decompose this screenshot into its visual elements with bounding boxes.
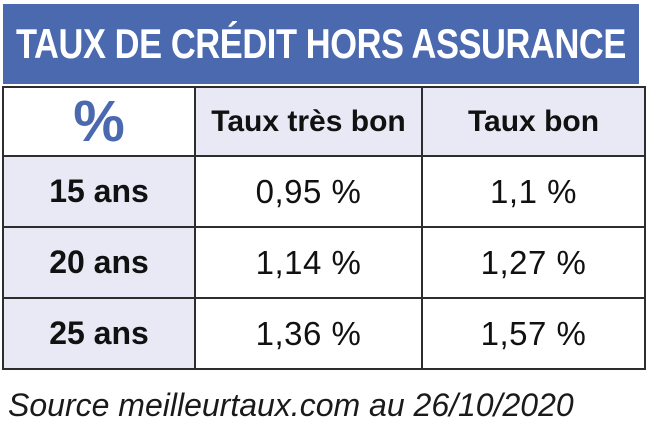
value-25-tres-bon: 1,36 %: [194, 297, 423, 370]
header-percent-cell: %: [2, 86, 196, 157]
percent-icon: %: [73, 88, 125, 154]
source-caption: Source meilleurtaux.com au 26/10/2020: [8, 387, 574, 423]
table-row: 25 ans 1,36 % 1,57 %: [2, 297, 646, 370]
table-header-row: % Taux très bon Taux bon: [2, 86, 646, 157]
rates-table: % Taux très bon Taux bon 15 ans 0,95 % 1…: [2, 86, 646, 370]
value-15-bon: 1,1 %: [421, 155, 646, 228]
row-label-15-ans: 15 ans: [2, 155, 196, 228]
value-15-tres-bon: 0,95 %: [194, 155, 423, 228]
table-row: 20 ans 1,14 % 1,27 %: [2, 226, 646, 299]
row-label-20-ans: 20 ans: [2, 226, 196, 299]
header-taux-tres-bon: Taux très bon: [194, 86, 423, 157]
title-banner: TAUX DE CRÉDIT HORS ASSURANCE: [3, 4, 639, 84]
header-taux-bon: Taux bon: [421, 86, 646, 157]
value-25-bon: 1,57 %: [421, 297, 646, 370]
value-20-tres-bon: 1,14 %: [194, 226, 423, 299]
page-title: TAUX DE CRÉDIT HORS ASSURANCE: [16, 20, 627, 67]
value-20-bon: 1,27 %: [421, 226, 646, 299]
row-label-25-ans: 25 ans: [2, 297, 196, 370]
table-row: 15 ans 0,95 % 1,1 %: [2, 155, 646, 228]
